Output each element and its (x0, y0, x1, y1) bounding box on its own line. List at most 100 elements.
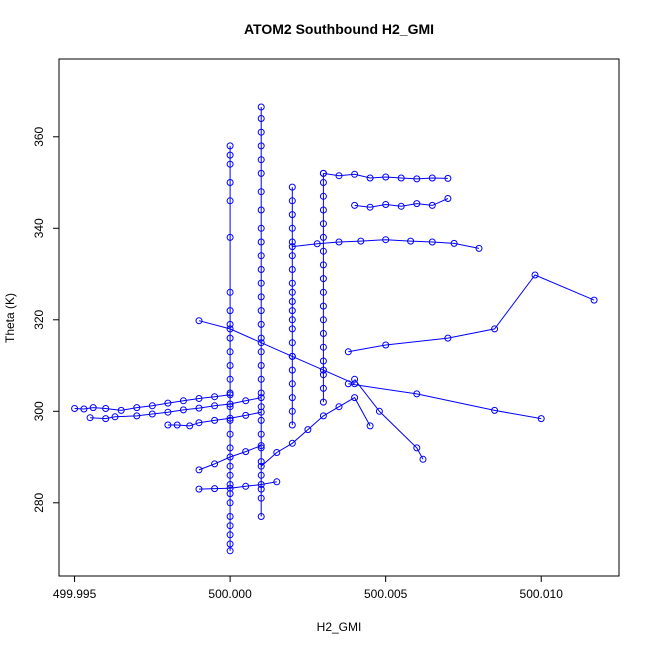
data-point (195, 404, 203, 412)
series-trace (257, 394, 374, 470)
data-point (102, 415, 110, 423)
data-point (257, 188, 265, 196)
data-point (179, 397, 187, 405)
data-point (319, 288, 327, 296)
data-point (226, 540, 234, 548)
data-point (319, 192, 327, 200)
data-point (133, 404, 141, 412)
data-point (257, 389, 265, 397)
data-point (257, 442, 265, 450)
data-point (319, 357, 327, 365)
data-point (288, 298, 296, 305)
data-point (319, 384, 327, 392)
chart-title: ATOM2 Southbound H2_GMI (244, 21, 434, 37)
data-point (226, 462, 234, 470)
data-point (242, 482, 250, 490)
data-point (257, 238, 265, 246)
y-axis-label: Theta (K) (3, 293, 17, 343)
x-tick-label: 499.995 (53, 587, 97, 601)
data-point (319, 412, 327, 420)
data-point (444, 174, 452, 182)
x-axis-label: H2_GMI (317, 620, 362, 634)
series-trace (257, 103, 265, 520)
data-point (288, 224, 296, 232)
data-point (133, 412, 141, 420)
data-point (226, 160, 234, 168)
data-point (226, 484, 234, 492)
data-point (288, 266, 296, 273)
data-point (288, 352, 296, 360)
data-point (288, 339, 296, 347)
plot-area (71, 103, 598, 555)
data-point (257, 348, 265, 356)
data-point (313, 240, 321, 248)
data-point (257, 206, 265, 214)
data-point (257, 224, 265, 232)
series-trace (226, 142, 234, 555)
data-point (335, 172, 343, 180)
data-point (226, 499, 234, 507)
series-line (323, 172, 448, 180)
data-point (419, 455, 427, 463)
data-point (319, 179, 327, 186)
data-point (257, 334, 265, 342)
data-point (211, 485, 219, 493)
data-point (226, 416, 234, 424)
data-point (273, 478, 281, 486)
data-point (257, 279, 265, 287)
data-point (531, 271, 539, 279)
x-tick-label: 500.005 (364, 587, 408, 601)
data-point (351, 170, 359, 178)
series-trace (195, 317, 359, 388)
data-point (226, 375, 234, 383)
data-point (226, 362, 234, 369)
data-point (257, 320, 265, 328)
data-point (357, 237, 365, 245)
data-point (211, 416, 219, 424)
data-point (71, 405, 79, 412)
data-point (242, 397, 250, 405)
data-point (86, 414, 94, 422)
series-line (198, 445, 262, 471)
data-point (366, 203, 374, 211)
data-point (288, 421, 296, 429)
data-point (257, 408, 265, 416)
data-point (257, 307, 265, 315)
data-point (164, 421, 172, 429)
data-point (148, 410, 156, 418)
data-point (226, 179, 234, 186)
data-point (257, 115, 265, 122)
data-point (335, 403, 343, 411)
data-point (226, 522, 234, 530)
data-point (226, 142, 234, 150)
data-point (413, 175, 421, 183)
data-point (413, 200, 421, 208)
data-point (375, 407, 383, 415)
data-point (173, 421, 181, 429)
y-axis: 280 300 320 340 360 (32, 126, 59, 513)
data-point (226, 325, 234, 333)
data-point (111, 413, 119, 421)
data-point (413, 390, 421, 398)
data-point (226, 151, 234, 159)
data-point (366, 174, 374, 182)
data-point (382, 236, 390, 244)
series-trace (164, 408, 265, 430)
series-trace (351, 375, 427, 463)
y-tick-label: 320 (32, 309, 46, 329)
data-point (491, 406, 499, 414)
data-point (211, 393, 219, 401)
data-point (226, 334, 234, 342)
data-point (226, 531, 234, 539)
data-point (319, 398, 327, 406)
data-point (397, 202, 405, 210)
data-point (428, 238, 436, 246)
series-line (198, 481, 277, 490)
data-point (179, 406, 187, 414)
data-point (226, 348, 234, 356)
data-point (273, 449, 281, 456)
data-point (344, 348, 352, 356)
data-point (257, 375, 265, 383)
data-point (382, 341, 390, 349)
data-point (195, 395, 203, 402)
